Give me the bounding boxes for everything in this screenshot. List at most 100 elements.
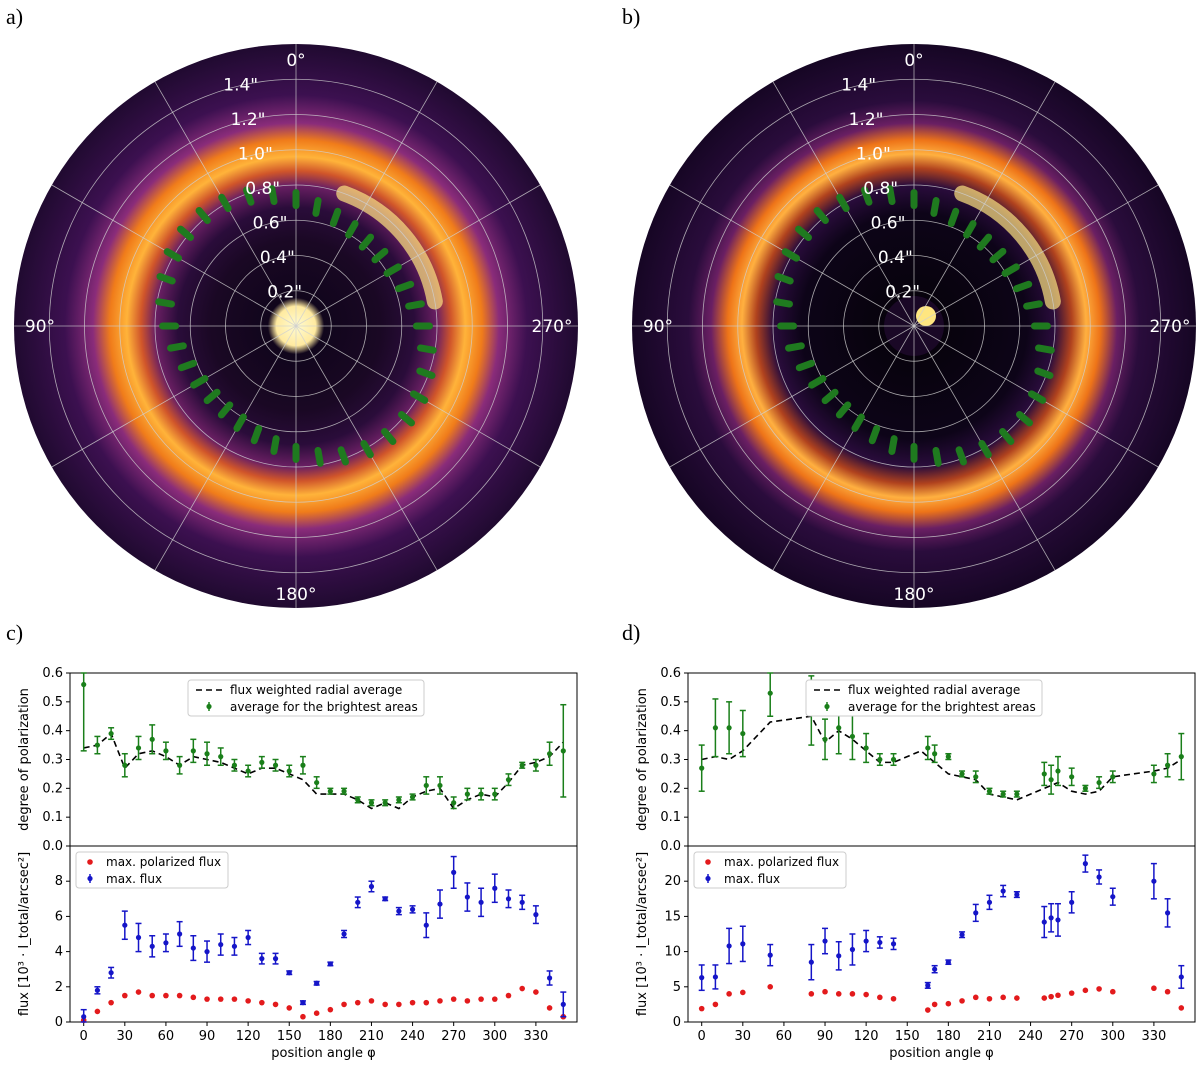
polarized-flux-point: [1151, 985, 1157, 992]
polarization-marker: [417, 344, 437, 354]
angle-gridline: [51, 325, 297, 468]
polarization-marker: [371, 247, 389, 264]
polarized-flux-point: [712, 1001, 719, 1008]
polarization-marker: [795, 359, 816, 372]
polarization-marker: [1016, 411, 1033, 427]
angle-tick-label: 60°: [637, 166, 667, 186]
polarization-marker: [405, 300, 425, 310]
polarization-marker: [978, 439, 992, 459]
polarized-flux-point: [190, 994, 197, 1001]
polarized-flux-point: [94, 1008, 101, 1015]
y-tick-label: 0.0: [42, 839, 63, 854]
bottom-legend-box: [693, 851, 847, 889]
polarization-marker: [412, 322, 433, 330]
total-flux-point: [204, 949, 210, 955]
total-flux-point: [945, 959, 951, 965]
polarization-marker: [177, 359, 198, 372]
polarization-marker: [860, 186, 873, 206]
total-flux-point: [409, 906, 416, 912]
angle-tick-label: 270°: [1150, 317, 1191, 337]
bottom-axes-frame: [69, 845, 578, 1023]
total-flux-point: [932, 966, 938, 972]
y-tick-label: 15: [664, 909, 681, 924]
radial-tick-label: 0.8": [245, 179, 280, 199]
polarization-marker: [1001, 263, 1020, 277]
polarized-flux-point: [822, 988, 828, 995]
degree-point: [1000, 791, 1006, 797]
polarized-flux-point: [204, 996, 210, 1002]
polarization-marker: [785, 342, 805, 352]
total-flux-point: [1000, 888, 1006, 894]
polarization-marker: [203, 388, 221, 405]
degree-point: [204, 751, 210, 757]
angle-tick-label: 210°: [427, 579, 468, 599]
total-flux-point: [560, 1001, 566, 1008]
degree-point: [1014, 791, 1020, 797]
polarization-marker: [394, 280, 415, 293]
polarized-flux-point: [972, 994, 979, 1001]
radial-tick-label: 0.6": [871, 214, 906, 234]
radial-tick-label: 1.0": [856, 145, 891, 165]
degree-point: [973, 774, 979, 780]
degree-point: [163, 748, 169, 754]
polarized-flux-point: [1082, 987, 1089, 994]
legend-line-label: flux weighted radial average: [230, 683, 402, 697]
polarization-marker: [398, 411, 415, 427]
x-tick-label: 240: [400, 1029, 425, 1044]
total-flux-point: [925, 982, 931, 988]
polarization-marker: [999, 428, 1015, 445]
y-tick-label: 0.1: [660, 810, 681, 825]
x-tick-label: 270: [441, 1029, 466, 1044]
total-flux-point: [259, 956, 265, 962]
polarized-flux-point: [1068, 990, 1075, 996]
degree-point: [259, 759, 265, 765]
degree-point: [863, 745, 869, 751]
polarization-marker: [1034, 367, 1054, 380]
polarization-marker: [381, 428, 397, 445]
degree-point: [533, 762, 539, 768]
weighted-average-line: [701, 715, 1182, 801]
bottom-legend-box: [75, 851, 229, 889]
degree-point: [94, 742, 101, 748]
legend-polarized-swatch: [87, 859, 93, 865]
bottom-axes-frame: [687, 845, 1196, 1023]
polarized-flux-point: [259, 999, 265, 1006]
polarization-marker: [777, 322, 798, 330]
total-flux-point: [478, 899, 484, 905]
degree-point: [108, 730, 114, 737]
polarized-flux-point: [863, 991, 869, 998]
polarized-flux-point: [122, 992, 128, 999]
angle-gridline: [295, 184, 541, 327]
polarization-marker: [190, 375, 209, 389]
angle-tick-label: 30°: [748, 55, 778, 75]
degree-point: [945, 754, 951, 760]
angle-gridline: [913, 184, 1159, 327]
polarization-marker: [808, 375, 827, 389]
polarized-flux-point: [1178, 1005, 1185, 1011]
polarization-marker: [1012, 280, 1033, 293]
polarized-flux-point: [286, 1005, 293, 1011]
polarized-flux-point: [986, 995, 993, 1002]
x-tick-label: 240: [1018, 1029, 1043, 1044]
polarization-plot-d: 0.0 0.1 0.2 0.3 0.4 0.5 0.6 0 5 10 15 20 0 30 60 90 120 1…: [635, 666, 1196, 1061]
degree-point: [245, 768, 251, 774]
total-flux-point: [382, 896, 388, 902]
total-flux-point: [396, 908, 402, 914]
polarization-marker: [155, 298, 175, 308]
x-tick-label: 210: [977, 1029, 1002, 1044]
legend-line-label: flux weighted radial average: [848, 683, 1020, 697]
total-flux-point: [1082, 861, 1088, 867]
degree-point: [218, 754, 224, 760]
degree-point: [409, 794, 416, 800]
y-tick-label: 0.4: [660, 724, 681, 739]
radial-tick-label: 1.2": [231, 110, 266, 130]
radial-tick-label: 0.2": [885, 283, 920, 303]
polarized-flux-point: [849, 991, 856, 997]
polarization-marker: [409, 390, 429, 404]
degree-point: [1178, 754, 1184, 760]
weighted-average-line: [83, 732, 564, 810]
degree-point: [355, 797, 361, 803]
total-flux-point: [1041, 919, 1047, 925]
y-tick-label: 0.5: [42, 695, 63, 710]
polarization-marker: [947, 207, 960, 228]
